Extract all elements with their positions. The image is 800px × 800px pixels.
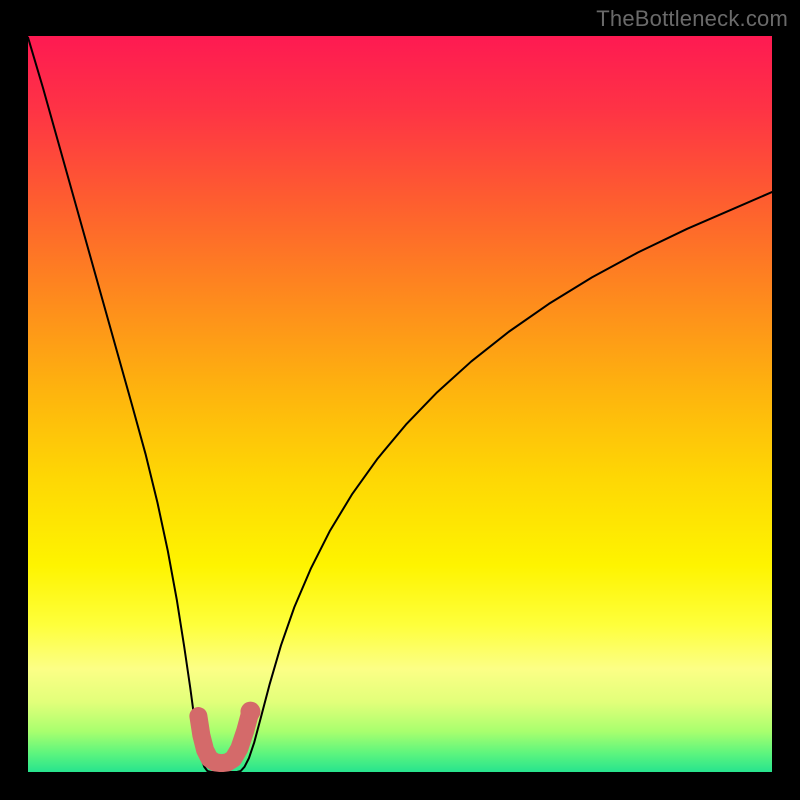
chart-frame: TheBottleneck.com [0,0,800,800]
watermark-text: TheBottleneck.com [596,6,788,32]
highlight-end-marker [240,702,260,722]
chart-background [28,36,772,772]
chart-svg [28,36,772,772]
bottleneck-chart [28,36,772,772]
